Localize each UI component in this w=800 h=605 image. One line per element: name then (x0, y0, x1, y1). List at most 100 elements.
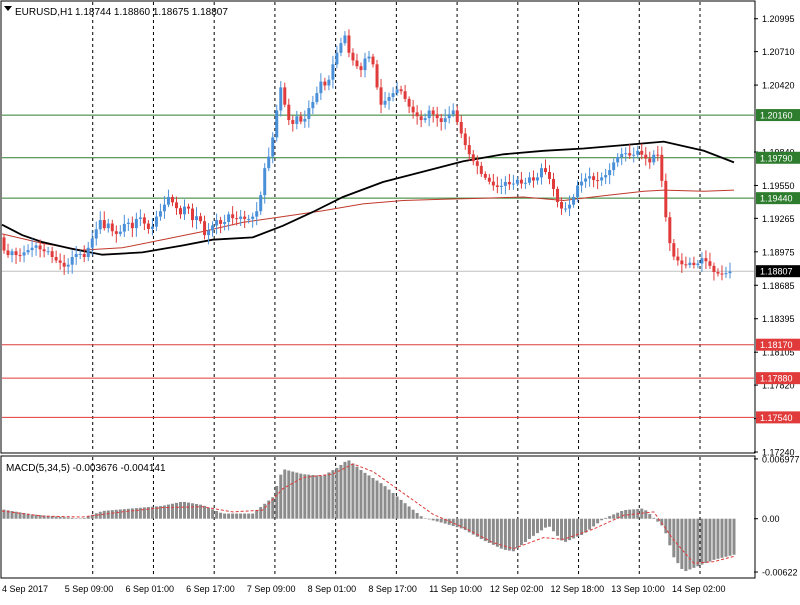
candle-body (291, 120, 295, 124)
current-price-label: 1.18807 (760, 267, 793, 277)
candle-body (696, 263, 700, 266)
candle-body (26, 250, 30, 253)
candle-body (170, 197, 174, 203)
macd-bar (720, 518, 724, 558)
candle-body (247, 218, 251, 220)
candle-body (648, 158, 652, 163)
time-tick-label: 7 Sep 09:00 (247, 584, 296, 594)
macd-bar (427, 518, 431, 520)
macd-bar (379, 483, 383, 519)
candle-body (315, 93, 319, 102)
macd-bar (728, 518, 732, 556)
macd-bar (732, 518, 736, 555)
candle-body (435, 114, 439, 119)
macd-bar (572, 518, 576, 539)
macd-bar (82, 517, 86, 519)
candle-body (199, 216, 203, 222)
macd-bar (343, 461, 347, 519)
macd-bar (10, 511, 14, 519)
time-tick-label: 11 Sep 10:00 (429, 584, 482, 594)
candle-body (539, 168, 543, 178)
macd-bar (14, 511, 18, 519)
macd-bar (531, 518, 535, 536)
macd-bar (187, 502, 191, 519)
macd-bar (62, 517, 66, 519)
candle-body (187, 206, 191, 209)
candle-body (515, 179, 519, 184)
candle-body (668, 217, 672, 244)
candle-body (576, 185, 580, 197)
macd-bar (223, 513, 227, 519)
candle-body (527, 177, 531, 183)
candle-body (14, 251, 18, 256)
candle-body (267, 156, 271, 169)
time-tick-label: 12 Sep 02:00 (490, 584, 544, 594)
macd-bar (6, 510, 10, 519)
candle-body (102, 220, 106, 229)
macd-bar (423, 518, 427, 519)
macd-bar (74, 518, 78, 519)
candle-body (126, 222, 130, 224)
macd-bar (327, 472, 331, 519)
macd-bar (18, 512, 22, 519)
price-tick-label: 1.20710 (762, 47, 795, 57)
macd-bar (628, 509, 632, 519)
macd-bar (431, 518, 435, 521)
candle-body (98, 220, 102, 230)
macd-bar (130, 508, 134, 519)
macd-bar (355, 466, 359, 519)
price-tick-label: 1.18975 (762, 247, 795, 257)
macd-bar (656, 518, 660, 522)
level-label-box (756, 192, 800, 205)
macd-bar (42, 515, 46, 519)
macd-bar (415, 512, 419, 519)
candle-body (158, 211, 162, 217)
candle-body (82, 253, 86, 257)
macd-bar (676, 518, 680, 564)
candle-body (419, 116, 423, 121)
macd-bar (560, 518, 564, 541)
candle-body (134, 218, 138, 229)
macd-bar (283, 469, 287, 519)
macd-bar (624, 509, 628, 519)
candle-body (431, 110, 435, 115)
level-label-box (756, 109, 800, 122)
macd-panel-frame (0, 455, 756, 579)
macd-bar (30, 514, 34, 519)
candle-body (471, 154, 475, 162)
macd-bar (552, 518, 556, 532)
macd-bar (700, 518, 704, 565)
candle-body (511, 183, 515, 185)
macd-bar (592, 518, 596, 527)
candle-body (676, 256, 680, 261)
dropdown-arrow-icon[interactable] (4, 6, 12, 11)
macd-bar (411, 509, 415, 519)
macd-bar (471, 518, 475, 535)
price-tick-label: 1.18685 (762, 281, 795, 291)
macd-bar (680, 518, 684, 569)
candle-body (18, 255, 22, 257)
candle-body (174, 202, 178, 209)
candle-body (391, 93, 395, 97)
candle-body (688, 262, 692, 266)
candle-body (211, 225, 215, 231)
macd-bar (347, 460, 351, 519)
candle-body (223, 222, 227, 224)
candle-body (146, 223, 150, 229)
candle-body (568, 204, 572, 209)
level-labels: 1.20160 1.19790 1.19440 1.18170 1.17880 1.175… (756, 109, 800, 424)
macd-tick-label: 0.006977 (762, 454, 800, 464)
macd-bar (439, 518, 443, 523)
macd-bar (660, 518, 664, 526)
candle-body (499, 185, 503, 187)
candle-body (255, 211, 259, 217)
macd-bar (227, 513, 231, 519)
macd-bar (311, 475, 315, 519)
candle-body (383, 100, 387, 105)
candle-body (556, 188, 560, 202)
macd-bar (491, 518, 495, 545)
macd-bar (219, 512, 223, 519)
candle-body (359, 66, 363, 71)
